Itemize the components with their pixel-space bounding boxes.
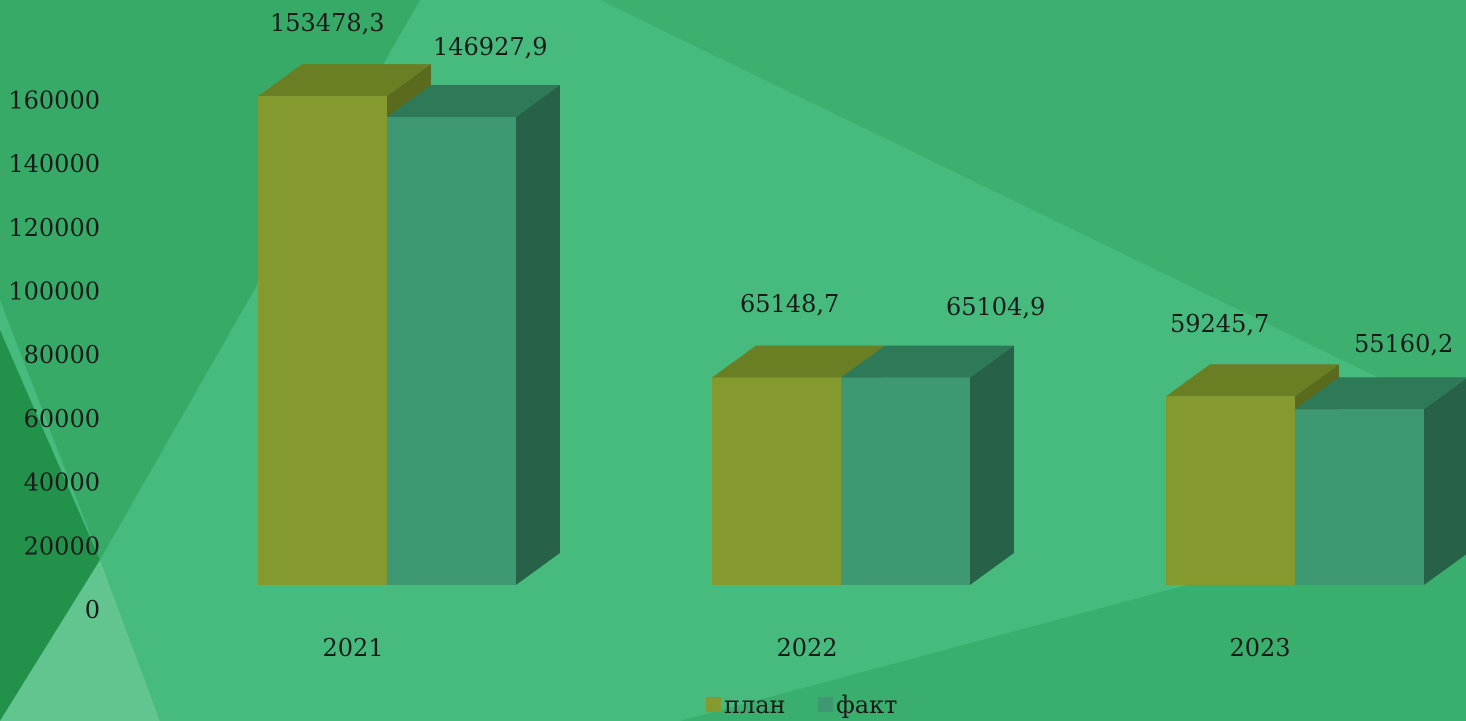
data-label: 153478,3 — [270, 9, 385, 37]
y-tick-label: 100000 — [8, 278, 100, 306]
x-tick-label: 2022 — [776, 634, 837, 662]
y-tick-label: 40000 — [24, 469, 100, 497]
data-label: 55160,2 — [1354, 330, 1453, 358]
bar-front — [712, 377, 841, 585]
y-tick-label: 60000 — [24, 405, 100, 433]
bar-front — [387, 116, 516, 585]
bar-top — [841, 345, 1014, 378]
y-tick-label: 80000 — [24, 341, 100, 369]
legend-item-план: план — [706, 691, 786, 719]
y-axis: 0 20000 40000 60000 80000 100000 120000 140000 1… — [8, 86, 100, 624]
bar-top — [1295, 377, 1466, 410]
bar-front — [841, 377, 970, 585]
x-tick-label: 2023 — [1229, 634, 1290, 662]
data-labels: 153478,3 146927,9 65148,7 65104,9 59245,7 551… — [270, 9, 1453, 358]
x-axis: 2021 2022 2023 — [322, 634, 1290, 662]
bar-side — [970, 345, 1014, 585]
y-tick-label: 120000 — [8, 214, 100, 242]
bar-top — [712, 345, 885, 378]
bar-top — [258, 64, 431, 97]
bar-top — [1166, 364, 1339, 397]
legend-label: факт — [836, 691, 897, 719]
y-tick-label: 0 — [85, 596, 100, 624]
data-label: 65104,9 — [946, 293, 1045, 321]
bar-front — [1166, 396, 1295, 585]
y-tick-label: 20000 — [24, 532, 100, 560]
bar-top — [387, 84, 560, 117]
bar-front — [1295, 409, 1424, 585]
bar-front — [258, 96, 387, 585]
legend: план факт — [706, 691, 897, 719]
bar-side — [1424, 378, 1466, 585]
bar-факт-2023 — [1295, 377, 1466, 585]
legend-label: план — [724, 691, 786, 719]
bars — [258, 64, 1466, 586]
bar-факт-2021 — [387, 84, 560, 585]
legend-swatch — [818, 697, 833, 712]
data-label: 146927,9 — [433, 33, 548, 61]
legend-item-факт: факт — [818, 691, 897, 719]
data-label: 59245,7 — [1170, 310, 1269, 338]
bar-side — [516, 84, 560, 585]
legend-swatch — [706, 697, 721, 712]
bar-факт-2022 — [841, 345, 1014, 585]
data-label: 65148,7 — [740, 290, 839, 318]
y-tick-label: 160000 — [8, 86, 100, 114]
x-tick-label: 2021 — [322, 634, 383, 662]
y-tick-label: 140000 — [8, 150, 100, 178]
